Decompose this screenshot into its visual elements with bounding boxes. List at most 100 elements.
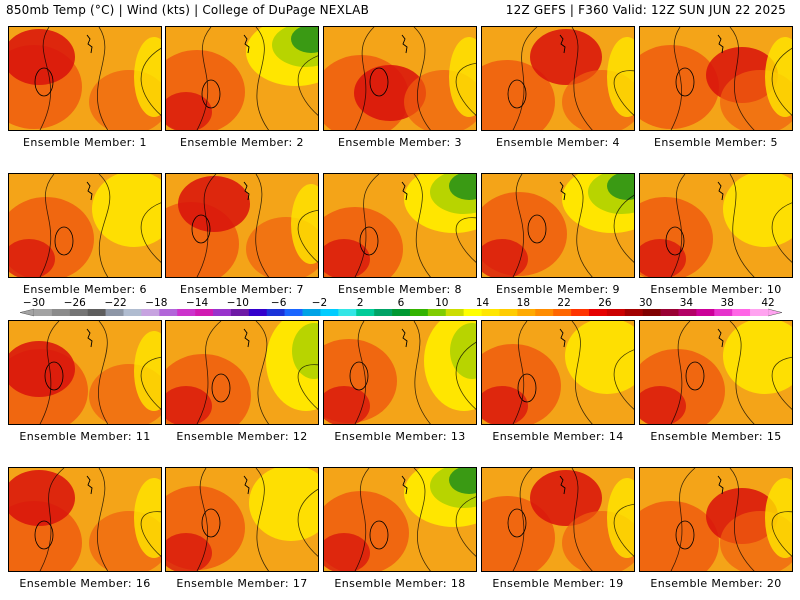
coastline [86,328,93,348]
coastline [401,328,408,348]
ensemble-member-label: Ensemble Member: 5 [654,136,778,149]
colorbar-swatch [535,309,554,316]
colorbar-swatch [266,309,285,316]
colorbar-swatch [732,309,751,316]
contour-line [729,321,755,424]
colorbar-swatch [696,309,715,316]
temperature-field-map [640,321,792,424]
colorbar-swatch [660,309,679,316]
contour-line [675,520,695,550]
contour-line [297,488,318,557]
ensemble-member-label: Ensemble Member: 19 [492,577,624,590]
temperature-field-map [640,27,792,130]
colorbar-swatch [409,309,429,316]
colorbar-tick-label: 42 [761,297,774,309]
ensemble-member-label: Ensemble Member: 9 [496,283,620,296]
temperature-field-map [640,174,792,277]
contour-line [613,194,634,263]
coastline [401,475,408,495]
ensemble-member-label: Ensemble Member: 4 [496,136,620,149]
ensemble-map-panel [165,467,319,572]
coastline [86,181,93,201]
ensemble-map-panel [8,467,162,572]
colorbar-tick-label: 18 [517,297,530,309]
colorbar-swatch [750,309,769,316]
colorbar-tick-label: −6 [271,297,287,309]
ensemble-map-panel [165,173,319,278]
ensemble-member-label: Ensemble Member: 13 [334,430,466,443]
coastline [243,328,250,348]
coastline [559,181,566,201]
contour-line [771,47,792,116]
coastline [243,475,250,495]
ensemble-map-panel [8,26,162,131]
colorbar-swatch [463,309,482,316]
contour-line [196,321,222,424]
temperature-field-map [9,321,161,424]
contour-line [413,468,432,571]
ensemble-map-panel [323,467,477,572]
temperature-field-map [9,27,161,130]
temperature-field-map [324,174,476,277]
coastline [401,181,408,201]
temperature-field-map [166,468,318,571]
colorbar-swatch [427,309,447,316]
colorbar-tick-label: 38 [721,297,734,309]
contour-line [98,321,109,424]
contour-line [512,174,524,277]
contour-line [413,27,432,130]
contour-line [201,79,221,109]
contour-line [455,496,476,557]
contour-line [455,217,476,263]
ensemble-member-label: Ensemble Member: 11 [19,430,151,443]
ensemble-member-label: Ensemble Member: 3 [338,136,462,149]
colorbar-swatch [159,309,178,316]
colorbar-swatch [374,309,393,316]
contour-line [44,361,64,391]
colorbar-swatch [624,309,643,316]
colorbar-swatch [356,309,375,316]
contour-line [455,341,476,410]
contour-line [140,511,161,557]
colorbar-swatch [571,309,590,316]
temperature-field-map [640,468,792,571]
colorbar-tick-label: −10 [227,297,249,309]
coastline [717,328,724,348]
contour-line [354,468,370,571]
contour-line [54,226,74,256]
contour-line [571,321,593,424]
temperature-field-map [482,27,634,130]
contour-line [97,27,109,130]
contour-line [369,67,389,97]
colorbar-swatch [69,309,89,316]
contour-line [297,364,318,410]
ensemble-map-panel [481,467,635,572]
colorbar-left-arrow [19,308,35,317]
colorbar-tick-label: −18 [145,297,167,309]
colorbar-swatch [678,309,697,316]
colorbar-tick-label: 30 [639,297,652,309]
contour-line [191,214,211,244]
temperature-field-map [482,174,634,277]
contour-line [255,468,270,571]
coastline [717,181,724,201]
colorbar-swatch [499,309,518,316]
contour-line [771,357,792,410]
temperature-field-map [9,468,161,571]
colorbar-tick-label: −2 [312,297,327,309]
contour-line [613,70,634,116]
colorbar-swatch [642,309,661,316]
ensemble-member-label: Ensemble Member: 8 [338,283,462,296]
colorbar-tick-label: −22 [104,297,126,309]
coastline [717,475,724,495]
contour-line [369,520,389,550]
ensemble-member-label: Ensemble Member: 15 [650,430,782,443]
contour-line [255,174,270,277]
contour-line [507,79,527,109]
colorbar-tick-label: −30 [23,297,45,309]
contour-line [571,27,593,130]
colorbar-swatch [517,309,536,316]
contour-line [613,349,634,410]
ensemble-map-panel [323,320,477,425]
colorbar-swatch [606,309,626,316]
